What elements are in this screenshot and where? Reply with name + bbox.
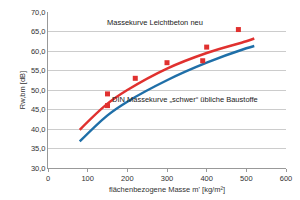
svg-text:flächenbezogene Masse m' [kg/m: flächenbezogene Masse m' [kg/m²]	[109, 185, 225, 194]
svg-text:500: 500	[240, 174, 253, 183]
svg-text:600: 600	[280, 174, 293, 183]
svg-text:30,0: 30,0	[31, 164, 46, 173]
svg-text:70,0: 70,0	[31, 8, 46, 17]
svg-text:200: 200	[121, 174, 134, 183]
svg-text:Rw,bm [dB]: Rw,bm [dB]	[18, 71, 27, 109]
svg-text:65,0: 65,0	[31, 27, 46, 36]
svg-text:35,0: 35,0	[31, 144, 46, 153]
svg-text:400: 400	[200, 174, 213, 183]
svg-text:Massekurve Leichtbeton neu: Massekurve Leichtbeton neu	[107, 18, 203, 27]
svg-text:0: 0	[46, 174, 50, 183]
svg-text:300: 300	[161, 174, 174, 183]
svg-text:60,0: 60,0	[31, 47, 46, 56]
svg-text:50,0: 50,0	[31, 86, 46, 95]
svg-text:40,0: 40,0	[31, 125, 46, 134]
svg-text:45,0: 45,0	[31, 105, 46, 114]
svg-text:DIN Massekurve „schwer“ üblich: DIN Massekurve „schwer“ übliche Baustoff…	[112, 95, 258, 104]
svg-text:100: 100	[81, 174, 94, 183]
svg-text:55,0: 55,0	[31, 66, 46, 75]
